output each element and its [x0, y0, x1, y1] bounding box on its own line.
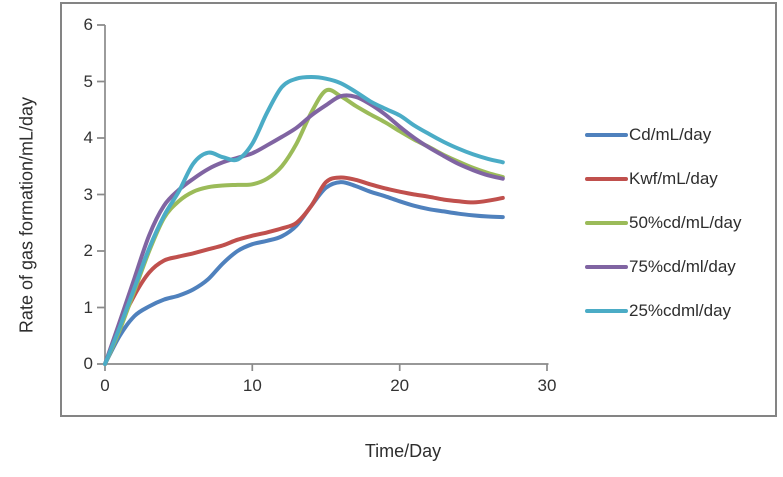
- legend-item: Kwf/mL/day: [585, 157, 741, 201]
- y-tick-label: 6: [83, 15, 93, 34]
- legend-label: 75%cd/ml/day: [629, 257, 736, 276]
- y-tick-label: 3: [83, 184, 93, 204]
- legend-item: 50%cd/mL/day: [585, 201, 741, 245]
- x-tick-label: 20: [390, 376, 410, 395]
- x-tick-label: 10: [242, 376, 262, 395]
- legend-line-swatch: [585, 132, 628, 138]
- x-axis-title: Time/Day: [364, 441, 442, 461]
- legend-line-swatch: [585, 308, 628, 314]
- legend-label: 25%cdml/day: [629, 301, 732, 320]
- y-tick-label: 2: [83, 241, 93, 260]
- legend-label: Kwf/mL/day: [629, 169, 718, 188]
- plot-border: [60, 2, 777, 417]
- legend-item: 75%cd/ml/day: [585, 245, 741, 289]
- series-line-Kwf/mL/day: [103, 175, 505, 366]
- y-tick-label: 0: [83, 354, 93, 373]
- legend-line-swatch: [585, 264, 628, 270]
- series-line-Cd/mL/day: [103, 180, 505, 366]
- x-tick-label: 0: [100, 376, 110, 395]
- y-tick-label: 5: [83, 71, 93, 91]
- legend-line-swatch: [585, 220, 628, 226]
- y-tick-label: 4: [83, 128, 93, 147]
- legend-item: 25%cdml/day: [585, 289, 741, 333]
- series-line-75%cd/ml/day: [103, 93, 505, 366]
- legend-label: 50%cd/mL/day: [629, 213, 742, 232]
- y-tick-label: 1: [83, 297, 93, 317]
- x-tick-label: 30: [537, 376, 557, 395]
- legend-line-swatch: [585, 176, 628, 182]
- legend: Cd/mL/day Kwf/mL/day 50%cd/mL/day 75%cd/ml/…: [585, 113, 741, 333]
- legend-label: Cd/mL/day: [629, 125, 712, 144]
- series-line-50%cd/mL/day: [103, 87, 505, 366]
- axis-ticks: [97, 24, 548, 371]
- y-axis-title: Rate of gas formation/mL/day: [16, 96, 37, 334]
- series-line-25%cdml/day: [103, 75, 505, 366]
- legend-item: Cd/mL/day: [585, 113, 741, 157]
